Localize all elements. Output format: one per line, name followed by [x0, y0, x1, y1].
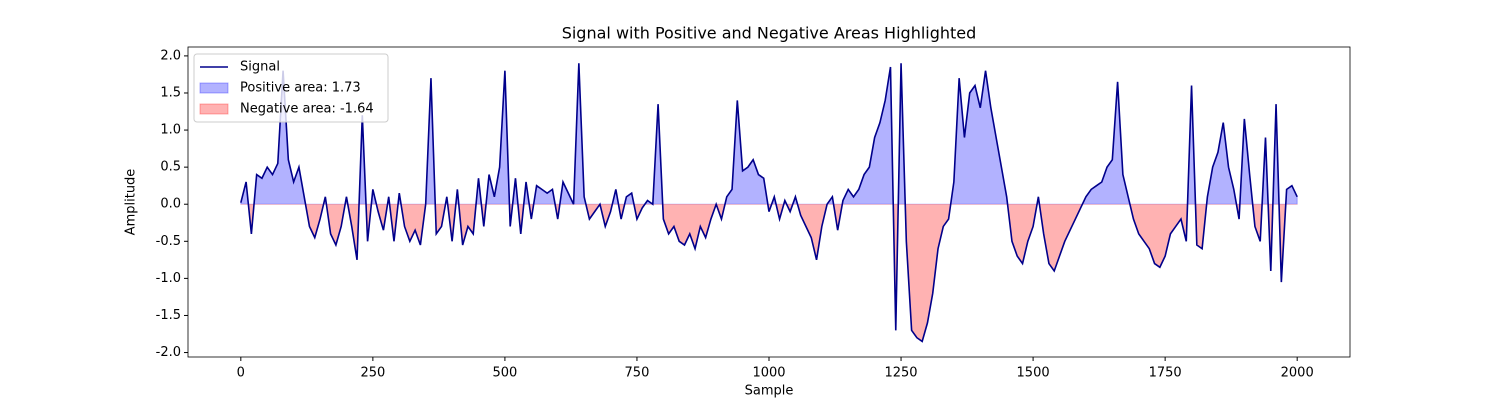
y-tick-label: 0.5	[160, 160, 181, 175]
x-tick-label: 1500	[1017, 366, 1050, 381]
area-fill	[240, 63, 1298, 205]
x-tick-label: 500	[492, 366, 517, 381]
legend-swatch	[199, 82, 229, 94]
legend-swatch	[199, 103, 229, 115]
y-tick-label: 2.0	[160, 48, 181, 63]
x-tick-label: 2000	[1281, 366, 1314, 381]
y-tick-label: -0.5	[156, 234, 181, 249]
y-axis-label: Amplitude	[124, 169, 139, 236]
x-tick-label: 750	[625, 366, 650, 381]
x-tick-label: 0	[237, 366, 245, 381]
x-tick-label: 250	[360, 366, 385, 381]
x-tick-label: 1250	[884, 366, 917, 381]
legend-box	[193, 53, 389, 123]
y-tick-label: -1.0	[156, 271, 181, 286]
x-axis-label: Sample	[745, 384, 794, 399]
y-tick-label: 1.5	[160, 85, 181, 100]
x-tick-label: 1000	[752, 366, 785, 381]
x-tick-label: 1750	[1149, 366, 1182, 381]
legend-label: Positive area: 1.73	[240, 81, 361, 96]
chart-title: Signal with Positive and Negative Areas …	[562, 24, 977, 43]
y-tick-label: -1.5	[156, 308, 181, 323]
y-tick-label: 1.0	[160, 123, 181, 138]
legend-label: Negative area: -1.64	[240, 102, 374, 117]
signal-line	[240, 63, 1298, 343]
y-tick-label: -2.0	[156, 345, 181, 360]
legend-label: Signal	[240, 60, 280, 75]
y-tick-label: 0.0	[160, 197, 181, 212]
